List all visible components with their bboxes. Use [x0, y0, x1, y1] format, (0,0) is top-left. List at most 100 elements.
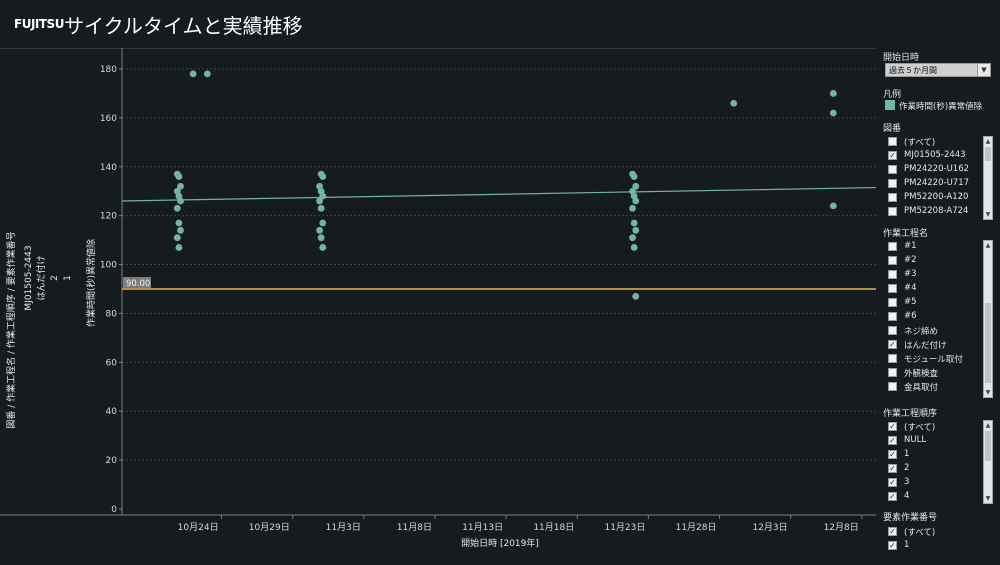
checkbox[interactable]	[888, 256, 897, 265]
process-filter-item[interactable]: モジュール取付	[885, 352, 985, 366]
data-point[interactable]	[632, 197, 640, 205]
x-tick-label: 12月8日	[824, 522, 859, 533]
data-point[interactable]	[173, 234, 181, 242]
order-filter-item[interactable]: ✓ 1	[885, 448, 985, 462]
data-point[interactable]	[629, 234, 636, 242]
filter-item-label: #5	[904, 297, 917, 307]
checkbox[interactable]	[888, 298, 897, 307]
process-filter-item[interactable]: #2	[885, 254, 985, 268]
checkbox[interactable]	[888, 179, 897, 188]
data-point[interactable]	[730, 99, 738, 107]
data-point[interactable]	[175, 173, 183, 180]
drawing-scrollbar[interactable]: ▲ ▼	[983, 136, 993, 220]
drawing-filter-item[interactable]: PM24220-U717	[885, 177, 985, 191]
process-filter-item[interactable]: #1	[885, 240, 985, 254]
checkbox[interactable]: ✓	[888, 422, 897, 431]
data-point[interactable]	[173, 204, 181, 212]
page-title: サイクルタイムと実績推移	[64, 14, 303, 38]
y-tick-label: 40	[106, 407, 118, 417]
data-point[interactable]	[630, 173, 638, 180]
scatter-chart: 90.00 0 20 40 60 80 100 120 140 160 180 10月24日 10月2…	[0, 47, 877, 561]
checkbox[interactable]: ✓	[888, 527, 897, 536]
data-point[interactable]	[177, 197, 184, 205]
filter-item-label: 金具取付	[904, 383, 939, 393]
checkbox[interactable]: ✓	[888, 151, 897, 160]
order-scrollbar[interactable]: ▲ ▼	[983, 420, 993, 504]
order-filter-item[interactable]: ✓ 4	[885, 490, 985, 504]
element-filter-item[interactable]: ✓ 1	[885, 539, 985, 553]
checkbox[interactable]: ✓	[888, 450, 897, 459]
checkbox[interactable]	[888, 207, 897, 216]
data-point[interactable]	[319, 173, 327, 180]
process-filter-item[interactable]: ✓ はんだ付け	[885, 338, 985, 352]
process-filter-item[interactable]: 外観検査	[885, 366, 985, 380]
checkbox[interactable]	[888, 368, 897, 377]
checkbox[interactable]: ✓	[888, 541, 897, 550]
start-date-dropdown[interactable]: 過去５か月間 ▼	[885, 63, 991, 77]
trend-line	[121, 186, 877, 202]
process-scrollbar[interactable]: ▲ ▼	[983, 240, 993, 398]
checkbox[interactable]	[888, 242, 897, 251]
data-point[interactable]	[177, 182, 184, 190]
data-point[interactable]	[189, 70, 197, 78]
order-filter-item[interactable]: ✓ NULL	[885, 434, 985, 448]
data-point[interactable]	[829, 202, 837, 210]
data-point[interactable]	[316, 226, 323, 234]
checkbox[interactable]: ✓	[888, 478, 897, 487]
checkbox[interactable]	[888, 382, 897, 391]
data-point[interactable]	[319, 244, 327, 251]
data-point[interactable]	[629, 204, 636, 212]
row-header-label: はんだ付け	[36, 255, 47, 300]
checkbox[interactable]	[888, 165, 897, 174]
data-point[interactable]	[630, 244, 638, 251]
checkbox[interactable]	[888, 137, 897, 146]
drawing-filter-item[interactable]: PM52200-A120	[885, 191, 985, 205]
checkbox[interactable]	[888, 326, 897, 335]
order-filter-title: 作業工程順序	[883, 409, 938, 419]
data-point[interactable]	[317, 234, 325, 242]
data-point[interactable]	[632, 292, 640, 300]
process-filter-item[interactable]: ネジ締め	[885, 324, 985, 338]
drawing-filter-item[interactable]: (すべて)	[885, 135, 985, 149]
checkbox[interactable]	[888, 354, 897, 363]
checkbox[interactable]: ✓	[888, 436, 897, 445]
checkbox[interactable]	[888, 193, 897, 202]
x-tick-label: 11月13日	[462, 522, 503, 533]
chart-area: 90.00 0 20 40 60 80 100 120 140 160 180 10月24日 10月2…	[0, 47, 877, 561]
y-tick-label: 140	[100, 163, 117, 173]
order-filter-item[interactable]: ✓ (すべて)	[885, 420, 985, 434]
data-point[interactable]	[319, 192, 327, 200]
process-filter-item[interactable]: 金具取付	[885, 380, 985, 394]
data-point[interactable]	[829, 90, 837, 97]
process-filter-item[interactable]: #3	[885, 268, 985, 282]
checkbox[interactable]	[888, 284, 897, 293]
process-filter-item[interactable]: #4	[885, 282, 985, 296]
data-point[interactable]	[829, 109, 837, 117]
data-point[interactable]	[175, 219, 183, 227]
data-point[interactable]	[175, 244, 183, 251]
checkbox[interactable]: ✓	[888, 340, 897, 349]
order-filter-item[interactable]: ✓ 3	[885, 476, 985, 490]
chevron-down-icon[interactable]: ▼	[977, 64, 990, 76]
data-point[interactable]	[319, 219, 327, 227]
data-point[interactable]	[316, 197, 323, 205]
element-filter-item[interactable]: ✓ (すべて)	[885, 525, 985, 539]
checkbox[interactable]: ✓	[888, 464, 897, 473]
data-point[interactable]	[317, 204, 325, 212]
process-filter-item[interactable]: #5	[885, 296, 985, 310]
checkbox[interactable]: ✓	[888, 492, 897, 501]
data-point[interactable]	[177, 226, 184, 234]
data-point[interactable]	[632, 226, 640, 234]
y-axis-title: 作業時間(秒)異常値除	[85, 239, 97, 327]
data-point[interactable]	[632, 182, 640, 190]
row-header: 図番 / 作業工程名 / 作業工程順序 / 要素作業番号 MJ01505-2443…	[5, 231, 73, 428]
checkbox[interactable]	[888, 312, 897, 321]
data-point[interactable]	[203, 70, 211, 78]
checkbox[interactable]	[888, 270, 897, 279]
data-point[interactable]	[630, 219, 638, 227]
order-filter-item[interactable]: ✓ 2	[885, 462, 985, 476]
drawing-filter-item[interactable]: PM24220-U162	[885, 163, 985, 177]
drawing-filter-item[interactable]: PM52208-A724	[885, 205, 985, 219]
drawing-filter-item[interactable]: ✓ MJ01505-2443	[885, 149, 985, 163]
process-filter-item[interactable]: #6	[885, 310, 985, 324]
